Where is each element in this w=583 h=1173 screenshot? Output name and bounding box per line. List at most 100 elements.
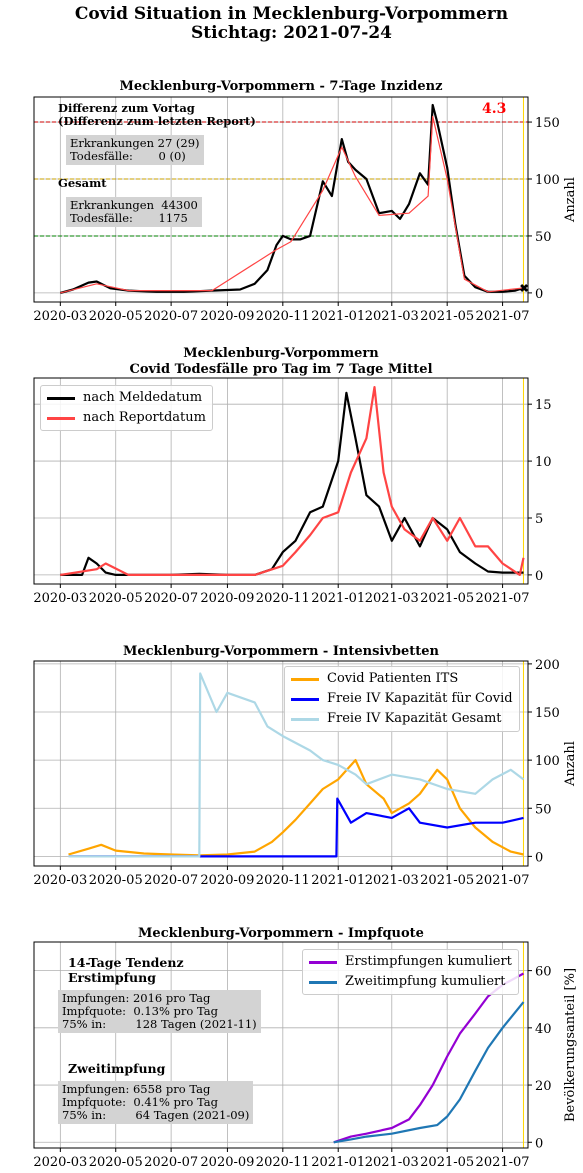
- plot-frame: [33, 96, 529, 303]
- legend-item: Freie IV Kapazität Gesamt: [291, 709, 513, 729]
- x-tick-label: 2020-07: [144, 309, 198, 324]
- panel-title: Mecklenburg-Vorpommern: [183, 346, 379, 361]
- y-tick-label: 200: [535, 658, 560, 673]
- y-tick-label: 15: [535, 398, 552, 413]
- x-tick-label: 2020-05: [89, 1155, 143, 1170]
- plot-frame: [33, 941, 529, 1149]
- x-tick-label: 2020-07: [144, 1155, 198, 1170]
- y-tick-label: 0: [535, 569, 543, 584]
- chart-panel-1: 2020-03 2020-05 2020-07 2020-09 2020-11 2021-…: [33, 96, 578, 324]
- y-tick-label: 0: [535, 1136, 543, 1151]
- x-tick-label: 2020-05: [89, 873, 143, 888]
- legend-item: Zweitimpfung kumuliert: [309, 972, 512, 992]
- legend-item: Covid Patienten ITS: [291, 669, 513, 689]
- x-tick-label: 2021-05: [420, 1155, 474, 1170]
- x-tick-label: 2021-01: [311, 873, 365, 888]
- plot-frame: [33, 377, 529, 585]
- x-tick-label: 2020-07: [144, 873, 198, 888]
- y-tick-label: 10: [535, 455, 552, 470]
- y-tick-label: 60: [535, 965, 552, 980]
- y-axis-label: Bevölkerungsanteil [%]: [563, 968, 578, 1122]
- plot-frame: [33, 660, 529, 867]
- series-line: [60, 115, 524, 294]
- x-tick-label: 2020-05: [89, 309, 143, 324]
- x-tick-label: 2021-03: [365, 1155, 419, 1170]
- x-tick-label: 2021-07: [476, 591, 530, 606]
- panel-title: Mecklenburg-Vorpommern - 7-Tage Inzidenz: [120, 79, 443, 94]
- y-tick-label: 20: [535, 1079, 552, 1094]
- series-line: [333, 1001, 525, 1144]
- x-tick-label: 2021-01: [311, 591, 365, 606]
- x-tick-label: 2020-09: [200, 591, 254, 606]
- legend-label: Zweitimpfung kumuliert: [345, 974, 506, 989]
- legend-vaccination: Erstimpfungen kumuliert Zweitimpfung kum…: [302, 949, 519, 995]
- x-tick-label: 2021-01: [311, 1155, 365, 1170]
- first-dose-header: 14-Tage Tendenz Erstimpfung: [68, 955, 184, 985]
- current-incidence-value: 4.3: [482, 101, 507, 117]
- total-header: Gesamt: [58, 176, 107, 190]
- y-axis-label: Anzahl: [563, 741, 578, 787]
- legend-label: nach Meldedatum: [83, 390, 203, 405]
- y-tick-label: 100: [535, 754, 560, 769]
- series-line: [60, 103, 524, 294]
- legend-item: nach Reportdatum: [47, 408, 206, 428]
- x-tick-label: 2020-09: [200, 309, 254, 324]
- legend-label: Erstimpfungen kumuliert: [345, 954, 512, 969]
- chart-panel-3: 2020-03 2020-05 2020-07 2020-09 2020-11 2021-…: [33, 658, 578, 888]
- y-tick-label: 100: [535, 173, 560, 188]
- legend-deaths: nach Meldedatum nach Reportdatum: [40, 385, 213, 431]
- x-tick-label: 2020-03: [33, 591, 87, 606]
- x-tick-label: 2021-07: [476, 1155, 530, 1170]
- second-dose-box: Impfungen: 6558 pro Tag Impfquote: 0.41%…: [58, 1081, 254, 1124]
- x-tick-label: 2020-03: [33, 873, 87, 888]
- x-tick-label: 2021-03: [365, 309, 419, 324]
- legend-item: Erstimpfungen kumuliert: [309, 952, 512, 972]
- x-tick-label: 2020-11: [256, 1155, 310, 1170]
- y-tick-label: 0: [535, 287, 543, 302]
- legend-label: Freie IV Kapazität Gesamt: [327, 711, 502, 726]
- current-marker-icon: ✖: [519, 282, 528, 295]
- legend-label: Covid Patienten ITS: [327, 671, 459, 686]
- series-line: [68, 797, 524, 858]
- legend-icu: Covid Patienten ITS Freie IV Kapazität f…: [284, 666, 520, 732]
- series-line: [60, 391, 524, 577]
- x-tick-label: 2020-11: [256, 309, 310, 324]
- x-tick-label: 2021-05: [420, 591, 474, 606]
- page-title-line2: Stichtag: 2021-07-24: [191, 23, 392, 43]
- x-tick-label: 2021-03: [365, 591, 419, 606]
- x-tick-label: 2020-11: [256, 591, 310, 606]
- y-tick-label: 50: [535, 802, 552, 817]
- second-dose-header: Zweitimpfung: [68, 1061, 166, 1076]
- x-tick-label: 2020-03: [33, 309, 87, 324]
- total-info-box: Erkrankungen 44300 Todesfälle: 1175: [66, 197, 202, 227]
- series-line: [68, 758, 524, 857]
- x-tick-label: 2021-05: [420, 873, 474, 888]
- diff-info-box: Erkrankungen 27 (29) Todesfälle: 0 (0): [66, 135, 204, 165]
- x-tick-label: 2021-01: [311, 309, 365, 324]
- x-tick-label: 2020-03: [33, 1155, 87, 1170]
- series-line: [60, 386, 525, 577]
- y-tick-label: 0: [535, 850, 543, 865]
- panel-title: Covid Todesfälle pro Tag im 7 Tage Mitte…: [129, 362, 432, 377]
- diff-header: Differenz zum Vortag (Differenz zum letz…: [58, 101, 256, 128]
- y-tick-label: 50: [535, 230, 552, 245]
- x-tick-label: 2021-05: [420, 309, 474, 324]
- y-tick-label: 40: [535, 1022, 552, 1037]
- panel-title: Mecklenburg-Vorpommern - Intensivbetten: [123, 644, 440, 659]
- x-tick-label: 2021-07: [476, 309, 530, 324]
- legend-item: Freie IV Kapazität für Covid: [291, 689, 513, 709]
- legend-item: nach Meldedatum: [47, 388, 206, 408]
- x-tick-label: 2021-07: [476, 873, 530, 888]
- x-tick-label: 2020-09: [200, 873, 254, 888]
- legend-label: nach Reportdatum: [83, 410, 206, 425]
- x-tick-label: 2020-05: [89, 591, 143, 606]
- chart-panel-2: 2020-03 2020-05 2020-07 2020-09 2020-11 2021-…: [33, 377, 552, 606]
- x-tick-label: 2020-07: [144, 591, 198, 606]
- y-axis-label: Anzahl: [563, 177, 578, 223]
- x-tick-label: 2020-09: [200, 1155, 254, 1170]
- y-tick-label: 5: [535, 512, 543, 527]
- chart-panel-4: 2020-03 2020-05 2020-07 2020-09 2020-11 2021-…: [33, 941, 578, 1170]
- y-tick-label: 150: [535, 116, 560, 131]
- page-title-line1: Covid Situation in Mecklenburg-Vorpommer…: [74, 4, 509, 24]
